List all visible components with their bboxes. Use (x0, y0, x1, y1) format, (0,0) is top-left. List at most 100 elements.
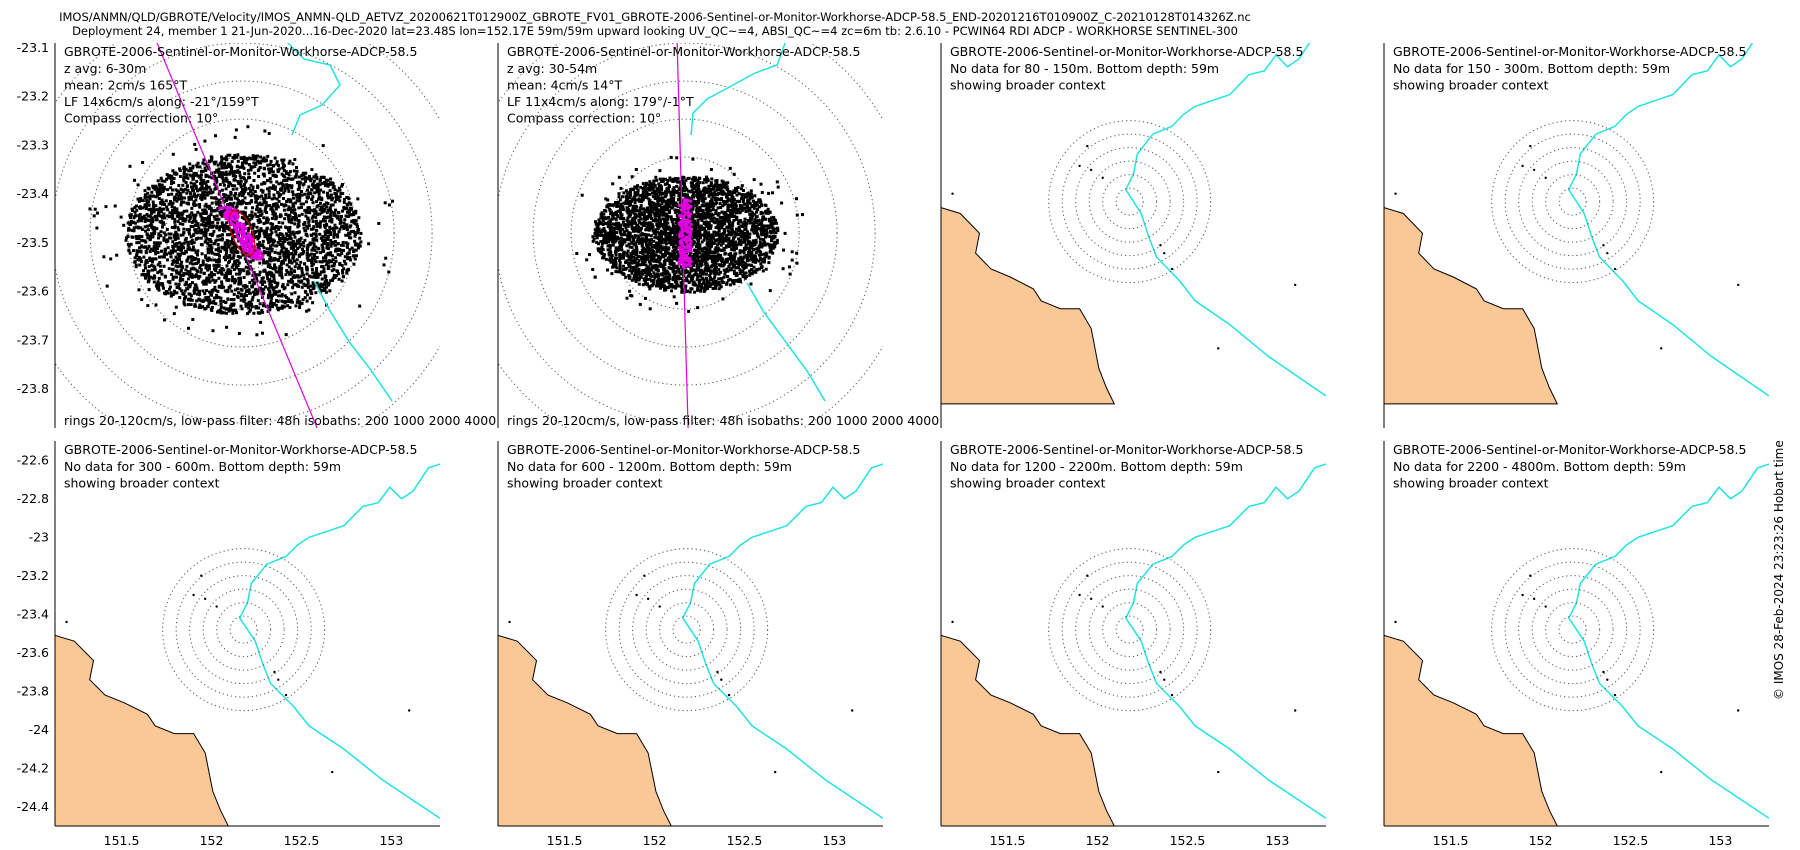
scatter-point (249, 189, 252, 192)
scatter-point (635, 198, 639, 202)
scatter-point (341, 243, 345, 247)
scatter-point (697, 199, 701, 202)
scatter-point (275, 162, 279, 166)
scatter-point (306, 176, 310, 180)
scatter-point (169, 294, 173, 298)
scatter-point (282, 208, 286, 212)
scatter-point (652, 182, 656, 186)
scatter-point (197, 305, 201, 309)
scatter-point (193, 303, 197, 307)
scatter-point (214, 302, 218, 306)
scatter-point (727, 237, 731, 241)
scatter-point (172, 312, 176, 316)
scatter-point (199, 196, 203, 200)
scatter-point (327, 281, 331, 285)
scatter-point (302, 244, 306, 248)
scatter-point (194, 203, 198, 207)
scatter-point (295, 262, 299, 266)
scatter-point (257, 175, 261, 178)
scatter-point (200, 184, 204, 188)
scatter-point (297, 180, 301, 184)
scatter-point (770, 225, 774, 229)
scatter-point (201, 208, 205, 212)
scatter-point (259, 209, 263, 213)
scatter-point (300, 193, 304, 197)
scatter-point (280, 306, 284, 310)
scatter-point (613, 223, 617, 227)
scatter-point (170, 205, 174, 208)
scatter-point (147, 244, 151, 248)
scatter-point (304, 210, 308, 214)
scatter-point (319, 201, 322, 205)
scatter-point (269, 266, 272, 269)
scatter-point (202, 282, 206, 286)
scatter-point (324, 274, 328, 278)
scatter-point (676, 219, 679, 223)
scatter-point (319, 251, 323, 255)
scatter-point (259, 155, 263, 159)
scatter-point (269, 207, 273, 211)
scatter-point (595, 236, 599, 240)
scatter-point (277, 270, 281, 274)
panel-annotation: Compass correction: 10° (64, 111, 218, 126)
scatter-point (272, 193, 276, 197)
scatter-point (701, 181, 705, 185)
scatter-point (252, 161, 256, 165)
scatter-point (722, 247, 726, 250)
scatter-point (696, 180, 700, 184)
scatter-point (157, 288, 161, 292)
scatter-point (198, 230, 202, 233)
scatter-point (276, 240, 280, 244)
scatter-point (271, 279, 275, 283)
scatter-point (322, 176, 326, 179)
scatter-point (188, 275, 192, 278)
scatter-point (160, 198, 164, 202)
scatter-point (286, 208, 290, 212)
scatter-point (137, 288, 141, 292)
scatter-point (145, 233, 149, 237)
scatter-point (721, 223, 725, 227)
scatter-point (305, 234, 309, 238)
scatter-point (185, 209, 189, 213)
scatter-point (146, 218, 149, 222)
scatter-point (142, 214, 146, 218)
scatter-point (329, 279, 333, 283)
scatter-point (195, 292, 199, 296)
scatter-point (160, 249, 164, 253)
scatter-point (274, 207, 278, 211)
lowpass-point (244, 236, 249, 241)
scatter-point (286, 297, 290, 301)
scatter-point (251, 188, 255, 192)
scatter-point (271, 288, 275, 292)
scatter-point (624, 275, 628, 279)
scatter-point (274, 217, 278, 221)
scatter-point (233, 169, 237, 173)
scatter-point (700, 193, 704, 197)
scatter-point (199, 243, 203, 247)
scatter-point (300, 205, 303, 209)
scatter-point (338, 263, 342, 266)
scatter-point (349, 258, 352, 262)
scatter-point (262, 280, 266, 284)
scatter-point (200, 252, 204, 256)
scatter-point (250, 298, 254, 302)
scatter-point (321, 249, 325, 253)
scatter-point (295, 239, 299, 243)
scatter-point (255, 333, 259, 337)
scatter-point (232, 303, 236, 307)
scatter-point (726, 229, 730, 233)
scatter-point (201, 289, 205, 293)
scatter-point (206, 305, 210, 309)
scatter-point (256, 169, 260, 172)
scatter-point (237, 282, 241, 286)
scatter-point (202, 271, 206, 275)
scatter-point (735, 243, 739, 247)
scatter-point (283, 257, 287, 261)
scatter-point (319, 236, 323, 240)
scatter-point (184, 268, 188, 272)
scatter-point (236, 295, 240, 299)
scatter-point (303, 238, 307, 242)
scatter-point (334, 214, 338, 218)
scatter-point (236, 180, 240, 184)
scatter-point (241, 199, 245, 203)
